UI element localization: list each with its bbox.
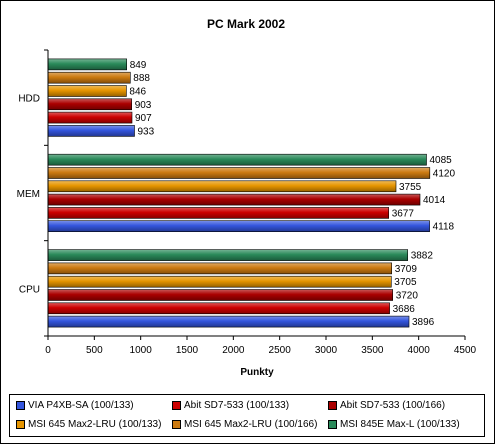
- data-label: 846: [129, 87, 146, 98]
- legend-swatch: [172, 419, 181, 429]
- bar-mem-series-6: [47, 153, 427, 166]
- bar-mem-series-3: [47, 193, 421, 206]
- x-tick-label: 3500: [361, 345, 384, 356]
- data-label: 3686: [393, 304, 416, 315]
- data-label: 3882: [411, 251, 434, 262]
- x-tick-label: 4500: [454, 345, 477, 356]
- data-label: 4085: [430, 155, 453, 166]
- data-label: 3677: [392, 208, 415, 219]
- data-label: 907: [135, 113, 152, 124]
- bar-hdd-series-4: [47, 85, 127, 97]
- bar-cpu-series-4: [47, 275, 392, 288]
- data-label: 4014: [423, 195, 446, 206]
- x-tick-label: 500: [86, 345, 103, 356]
- category-label: MEM: [17, 189, 40, 200]
- legend-label: Abit SD7-533 (100/166): [340, 400, 446, 411]
- data-label: 903: [135, 100, 152, 111]
- x-tick-label: 4000: [408, 345, 431, 356]
- bar-hdd-series-6: [47, 58, 127, 71]
- legend-item: MSI 645 Max2-LRU (100/166): [172, 419, 317, 431]
- bar-cpu-series-6: [47, 249, 409, 261]
- x-tick-label: 0: [45, 345, 51, 356]
- legend-label: MSI 845E Max-L (100/133): [340, 419, 460, 430]
- data-label: 888: [133, 73, 150, 84]
- data-label: 3709: [395, 264, 418, 275]
- x-tick-label: 2000: [222, 345, 245, 356]
- data-label: 4118: [433, 222, 455, 233]
- legend-item: VIA P4XB-SA (100/133): [16, 400, 134, 412]
- bar-hdd-series-5: [47, 71, 131, 84]
- data-label: 3755: [399, 182, 422, 193]
- data-label: 3896: [412, 317, 435, 328]
- bar-mem-series-1: [47, 220, 430, 232]
- bar-hdd-series-1: [47, 125, 135, 137]
- chart-legend: VIA P4XB-SA (100/133) Abit SD7-533 (100/1…: [9, 394, 485, 437]
- bar-cpu-series-2: [47, 302, 390, 315]
- data-label: 933: [138, 126, 155, 137]
- legend-item: Abit SD7-533 (100/166): [328, 400, 445, 412]
- legend-item: MSI 845E Max-L (100/133): [328, 419, 460, 431]
- bar-cpu-series-3: [47, 289, 394, 301]
- legend-label: Abit SD7-533 (100/133): [184, 400, 290, 411]
- data-label: 849: [130, 60, 147, 71]
- legend-label: VIA P4XB-SA (100/133): [28, 400, 134, 411]
- legend-label: MSI 645 Max2-LRU (100/133): [28, 419, 162, 430]
- data-label: 3720: [396, 291, 419, 302]
- chart-title: PC Mark 2002: [207, 17, 285, 31]
- bar-cpu-series-5: [47, 262, 393, 275]
- x-tick-label: 3000: [315, 345, 338, 356]
- bar-mem-series-5: [47, 167, 431, 179]
- legend-item: Abit SD7-533 (100/133): [172, 400, 289, 412]
- x-tick-label: 1000: [130, 345, 153, 356]
- legend-swatch: [328, 419, 337, 429]
- chart-plot: PC Mark 2002 Punkty 933 907 903 846 888 849 41…: [17, 17, 477, 378]
- bar-cpu-series-1: [47, 315, 410, 328]
- legend-swatch: [172, 400, 181, 410]
- bar-hdd-series-3: [47, 98, 132, 111]
- data-label: 4120: [433, 169, 456, 180]
- legend-label: MSI 645 Max2-LRU (100/166): [184, 419, 318, 430]
- legend-item: MSI 645 Max2-LRU (100/133): [16, 419, 161, 431]
- legend-swatch: [328, 400, 337, 410]
- x-axis-title: Punkty: [240, 367, 274, 378]
- x-tick-label: 1500: [176, 345, 199, 356]
- bar-hdd-series-2: [47, 111, 133, 124]
- bar-mem-series-2: [47, 207, 390, 219]
- legend-swatch: [16, 400, 25, 410]
- legend-swatch: [16, 419, 25, 429]
- x-tick-label: 2500: [269, 345, 292, 356]
- bar-mem-series-4: [47, 180, 397, 193]
- data-label: 3705: [394, 277, 417, 288]
- category-label: CPU: [19, 284, 40, 295]
- category-label: HDD: [18, 94, 40, 105]
